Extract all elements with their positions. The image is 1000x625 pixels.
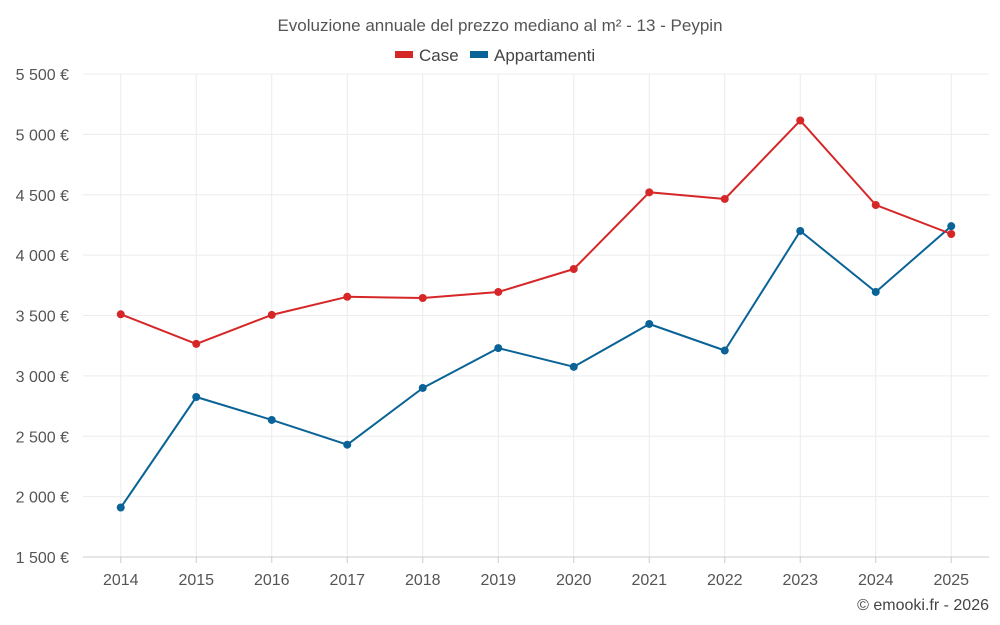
data-point-case [720,194,729,203]
x-tick-label: 2019 [480,572,516,589]
data-point-case [494,287,503,296]
data-point-appartamenti [343,440,352,449]
data-point-appartamenti [192,393,201,402]
data-point-appartamenti [720,346,729,355]
data-point-case [192,339,201,348]
x-tick-label: 2017 [329,572,365,589]
x-tick-label: 2014 [103,572,139,589]
x-tick-label: 2018 [405,572,441,589]
y-tick-label: 3 000 € [16,369,69,386]
data-point-case [569,265,578,274]
legend: Case Appartamenti [395,46,595,65]
data-point-case [418,293,427,302]
legend-label-case: Case [419,46,459,65]
plot-area: 1 500 € 2 000 € 2 500 € 3 000 € 3 500 € 4 000… [16,67,989,589]
legend-item-case[interactable]: Case [395,46,459,65]
data-point-case [871,201,880,210]
x-tick-label: 2015 [178,572,214,589]
data-point-appartamenti [645,319,654,328]
data-point-appartamenti [116,503,125,512]
y-tick-label: 5 000 € [16,127,69,144]
data-point-appartamenti [494,344,503,353]
data-point-appartamenti [418,383,427,392]
series-line-case [120,119,952,345]
series-line-appartamenti [119,225,952,509]
data-point-case [645,188,654,197]
y-tick-label: 4 000 € [16,248,69,265]
data-point-case [796,116,805,125]
credit-text: © emooki.fr - 2026 [857,597,989,614]
y-tick-label: 3 500 € [16,309,69,326]
x-tick-label: 2022 [707,572,743,589]
legend-label-appartamenti: Appartamenti [494,46,595,65]
x-tick-label: 2023 [782,572,818,589]
y-tick-label: 5 500 € [16,67,69,84]
data-point-appartamenti [569,362,578,371]
y-tick-label: 2 500 € [16,429,69,446]
y-tick-label: 2 000 € [16,490,69,507]
data-point-case [947,229,956,238]
x-tick-label: 2024 [858,572,894,589]
legend-item-appartamenti[interactable]: Appartamenti [470,46,595,65]
data-point-case [116,310,125,319]
data-point-appartamenti [947,222,956,231]
x-tick-label: 2020 [556,572,592,589]
data-point-appartamenti [871,287,880,296]
legend-swatch-appartamenti [470,51,488,58]
x-tick-label: 2016 [254,572,290,589]
x-tick-label: 2021 [631,572,667,589]
data-point-appartamenti [267,415,276,424]
data-point-appartamenti [796,226,805,235]
x-tick-label: 2025 [933,572,969,589]
data-point-case [343,292,352,301]
y-tick-label: 4 500 € [16,188,69,205]
y-tick-label: 1 500 € [16,550,69,567]
data-point-case [267,310,276,319]
legend-swatch-case [395,51,413,58]
chart-title: Evoluzione annuale del prezzo mediano al… [277,16,722,35]
